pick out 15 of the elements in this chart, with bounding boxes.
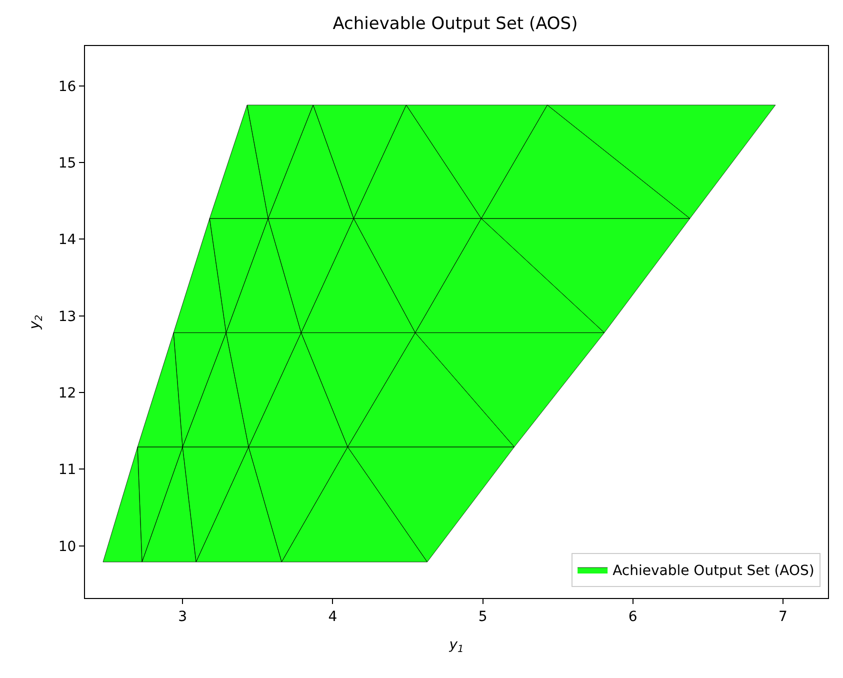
x-axis-title: y$_{1}$ xyxy=(448,637,464,656)
legend-label: Achievable Output Set (AOS) xyxy=(612,563,814,580)
y-tick-label: 10 xyxy=(58,538,76,555)
x-tick-label: 7 xyxy=(778,608,788,625)
chart-title: Achievable Output Set (AOS) xyxy=(332,14,578,34)
y-tick-label: 16 xyxy=(58,78,76,95)
y-tick-label: 14 xyxy=(58,232,76,248)
y-tick-label: 15 xyxy=(58,155,76,172)
y-tick-label: 13 xyxy=(58,308,76,325)
x-tick-label: 6 xyxy=(628,608,638,625)
y-tick-label: 11 xyxy=(58,462,76,478)
y-tick-label: 12 xyxy=(58,385,76,402)
x-tick-label: 3 xyxy=(178,608,188,625)
x-tick-label: 4 xyxy=(328,608,338,625)
x-tick-label: 5 xyxy=(478,608,488,625)
